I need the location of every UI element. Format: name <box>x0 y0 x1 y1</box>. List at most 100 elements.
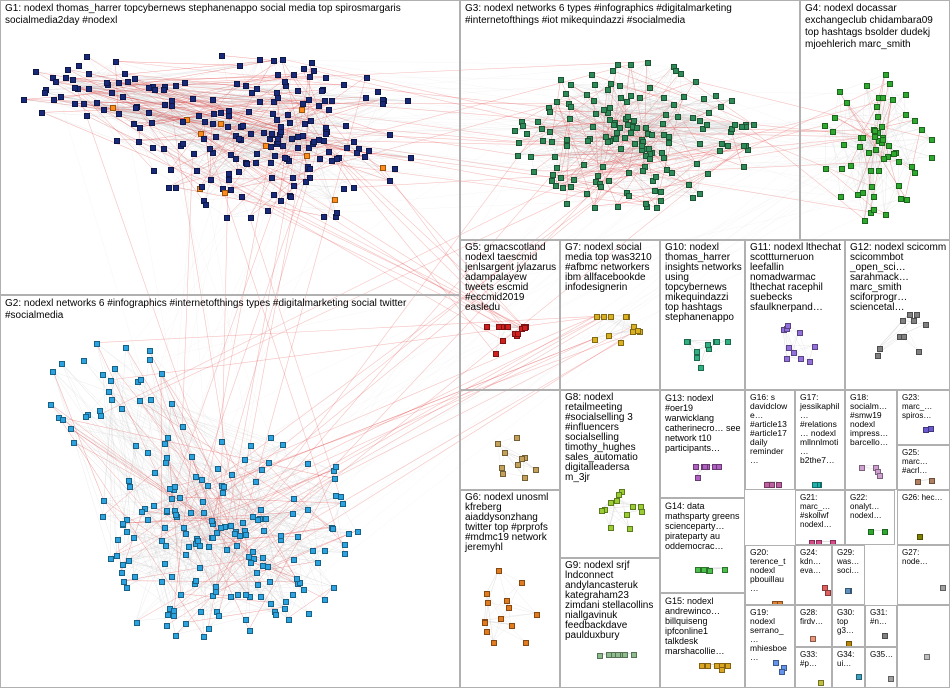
node <box>900 318 906 324</box>
panel-g13: G13: nodexl #oer19 warwicklang catherine… <box>660 390 745 498</box>
node <box>213 589 219 595</box>
node <box>188 510 194 516</box>
node <box>485 600 491 606</box>
node <box>549 178 555 184</box>
node <box>540 138 546 144</box>
node <box>903 92 909 98</box>
node <box>618 146 624 152</box>
node <box>257 57 263 63</box>
node <box>797 330 803 336</box>
node-layer <box>796 491 844 544</box>
node <box>848 163 854 169</box>
node <box>200 499 206 505</box>
node <box>896 183 902 189</box>
node <box>772 601 778 605</box>
node-layer <box>661 241 744 389</box>
node-layer <box>661 391 744 497</box>
node <box>592 82 598 88</box>
node <box>837 89 843 95</box>
node <box>375 89 381 95</box>
panel-g27: G27: node… <box>897 545 950 605</box>
node <box>248 215 254 221</box>
node <box>282 155 288 161</box>
panel-g20: G20: terence_t nodexl pbouillau… <box>745 545 795 605</box>
node <box>592 337 598 343</box>
node <box>331 585 337 591</box>
node-layer <box>833 546 864 604</box>
node <box>182 80 188 86</box>
node <box>151 168 157 174</box>
node <box>887 81 893 87</box>
node <box>631 118 637 124</box>
node <box>147 348 153 354</box>
node <box>236 136 242 142</box>
node <box>169 98 175 104</box>
node <box>132 574 138 580</box>
node <box>220 490 226 496</box>
node <box>823 166 829 172</box>
node-layer <box>561 241 659 389</box>
node <box>822 585 828 591</box>
node <box>58 94 64 100</box>
node <box>228 152 234 158</box>
node <box>558 77 564 83</box>
node <box>226 113 232 119</box>
node <box>493 351 499 357</box>
node <box>654 205 660 211</box>
node <box>183 621 189 627</box>
node <box>202 119 208 125</box>
node <box>605 87 611 93</box>
node <box>235 592 241 598</box>
node-layer <box>898 606 949 687</box>
node <box>166 185 172 191</box>
node <box>879 124 885 130</box>
node <box>523 640 529 646</box>
node <box>506 605 512 611</box>
panel-g5: G5: gmacscotland nodexl taescmid jenlsar… <box>460 240 560 390</box>
node <box>148 397 154 403</box>
node <box>171 608 177 614</box>
node <box>528 154 534 160</box>
node <box>299 107 305 113</box>
node <box>632 141 638 147</box>
node <box>110 105 116 111</box>
node <box>109 397 115 403</box>
node <box>250 549 256 555</box>
node <box>258 594 264 600</box>
node <box>684 339 690 345</box>
node <box>208 177 214 183</box>
node <box>871 194 877 200</box>
node <box>333 493 339 499</box>
node <box>183 552 189 558</box>
node <box>234 543 240 549</box>
node <box>725 663 731 669</box>
node <box>499 465 505 471</box>
node <box>872 134 878 140</box>
node <box>830 129 836 135</box>
node <box>520 123 526 129</box>
node <box>496 568 502 574</box>
node <box>531 169 537 175</box>
node <box>873 147 879 153</box>
node <box>86 71 92 77</box>
panel-g31: G31: #n… <box>865 605 897 647</box>
node <box>94 341 100 347</box>
node <box>163 460 169 466</box>
node <box>315 560 321 566</box>
node <box>282 79 288 85</box>
node <box>622 135 628 141</box>
node <box>119 570 125 576</box>
node <box>261 130 267 136</box>
node <box>206 544 212 550</box>
node <box>872 128 878 134</box>
node <box>519 580 525 586</box>
node <box>282 606 288 612</box>
node-layer <box>898 391 949 444</box>
node <box>628 62 634 68</box>
node <box>567 116 573 122</box>
node <box>42 90 48 96</box>
node <box>671 102 677 108</box>
node <box>280 57 286 63</box>
node <box>173 185 179 191</box>
node <box>661 95 667 101</box>
